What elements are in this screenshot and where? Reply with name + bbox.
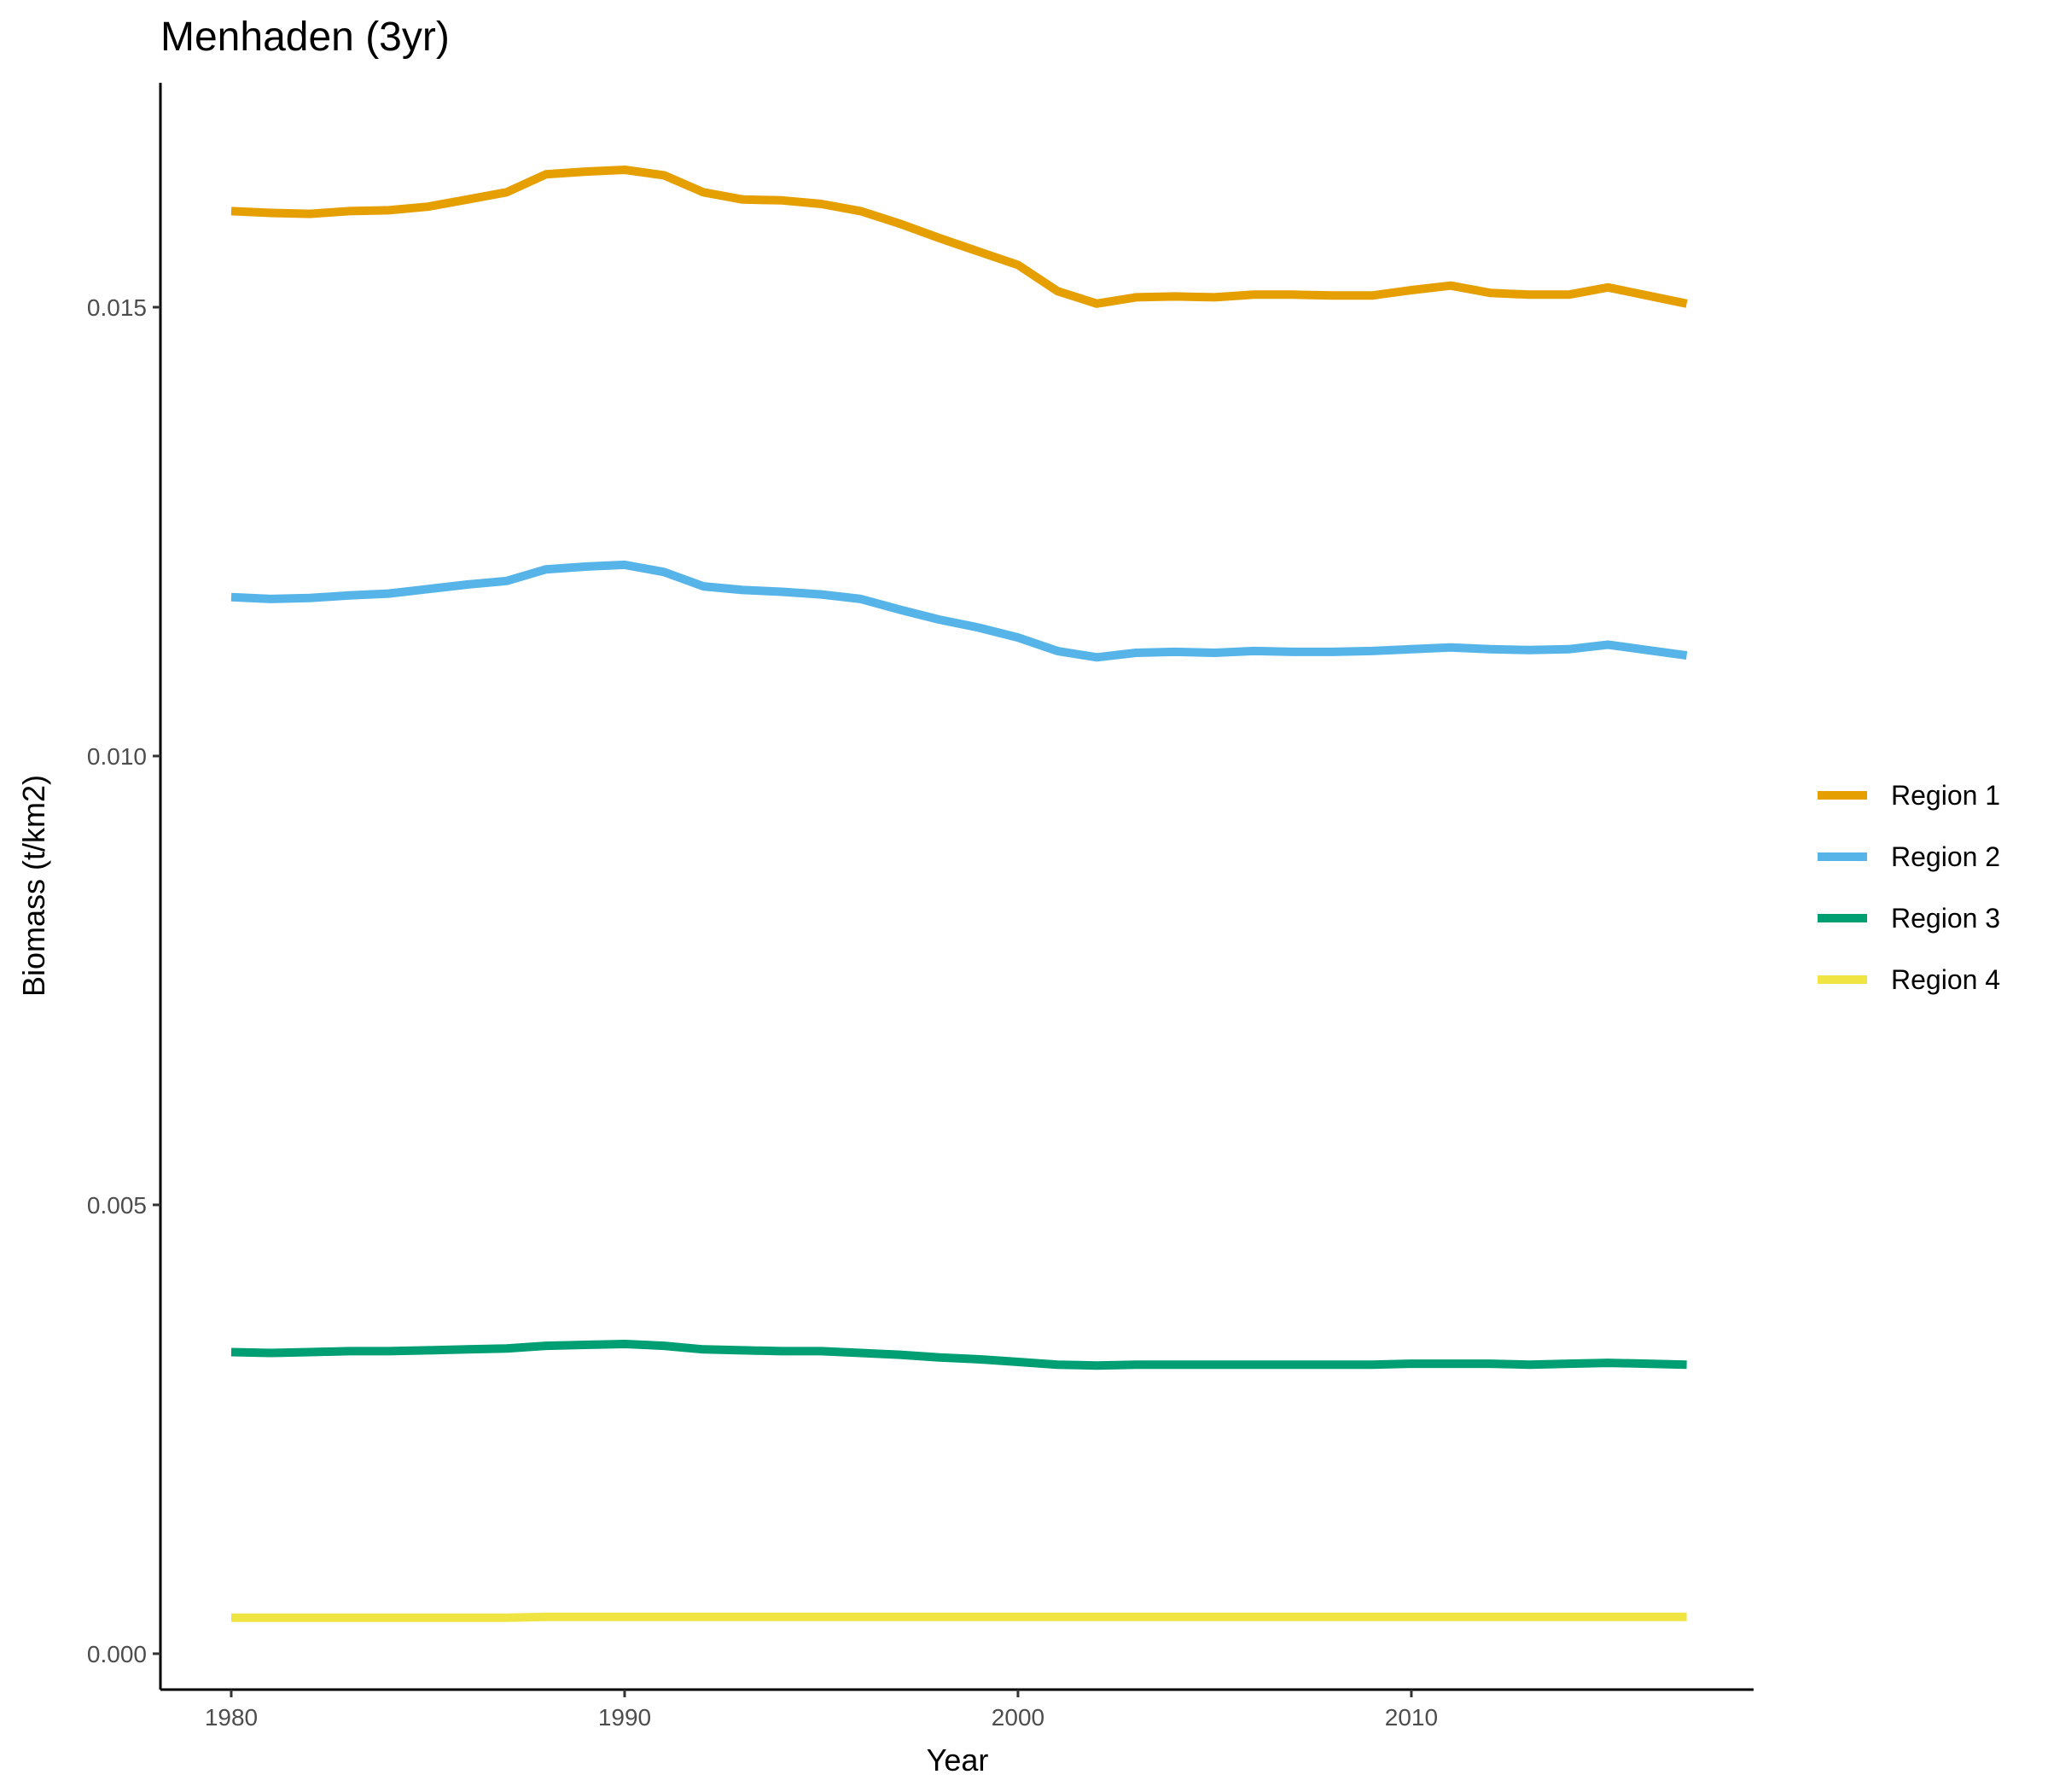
y-tick-label: 0.010 xyxy=(87,743,147,770)
y-tick-label: 0.005 xyxy=(87,1192,147,1219)
series-lines xyxy=(230,166,1688,1622)
y-axis-ticks: 0.000 0.005 0.010 0.015 xyxy=(87,294,160,1667)
legend-label-region-3: Region 3 xyxy=(1891,903,2000,934)
series-line-region-4 xyxy=(231,1612,1687,1622)
series-line-region-2 xyxy=(230,560,1688,662)
x-axis-ticks: 1980 1990 2000 2010 xyxy=(205,1690,1438,1731)
series-line-region-3 xyxy=(230,1340,1687,1370)
x-tick-label: 2010 xyxy=(1385,1704,1438,1731)
chart-title: Menhaden (3yr) xyxy=(160,15,450,60)
y-tick-label: 0.000 xyxy=(87,1641,147,1667)
y-tick-label: 0.015 xyxy=(87,294,147,321)
x-tick-label: 2000 xyxy=(992,1704,1044,1731)
legend-label-region-4: Region 4 xyxy=(1891,964,2000,995)
series-line-region-1 xyxy=(230,166,1688,308)
legend-label-region-2: Region 2 xyxy=(1891,841,2000,872)
x-axis-title: Year xyxy=(927,1743,989,1777)
legend: Region 1 Region 2 Region 3 Region 4 xyxy=(1818,780,2000,995)
x-tick-label: 1980 xyxy=(205,1704,258,1731)
x-tick-label: 1990 xyxy=(598,1704,651,1731)
legend-label-region-1: Region 1 xyxy=(1891,780,2000,811)
y-axis-title: Biomass (t/km2) xyxy=(16,775,51,997)
